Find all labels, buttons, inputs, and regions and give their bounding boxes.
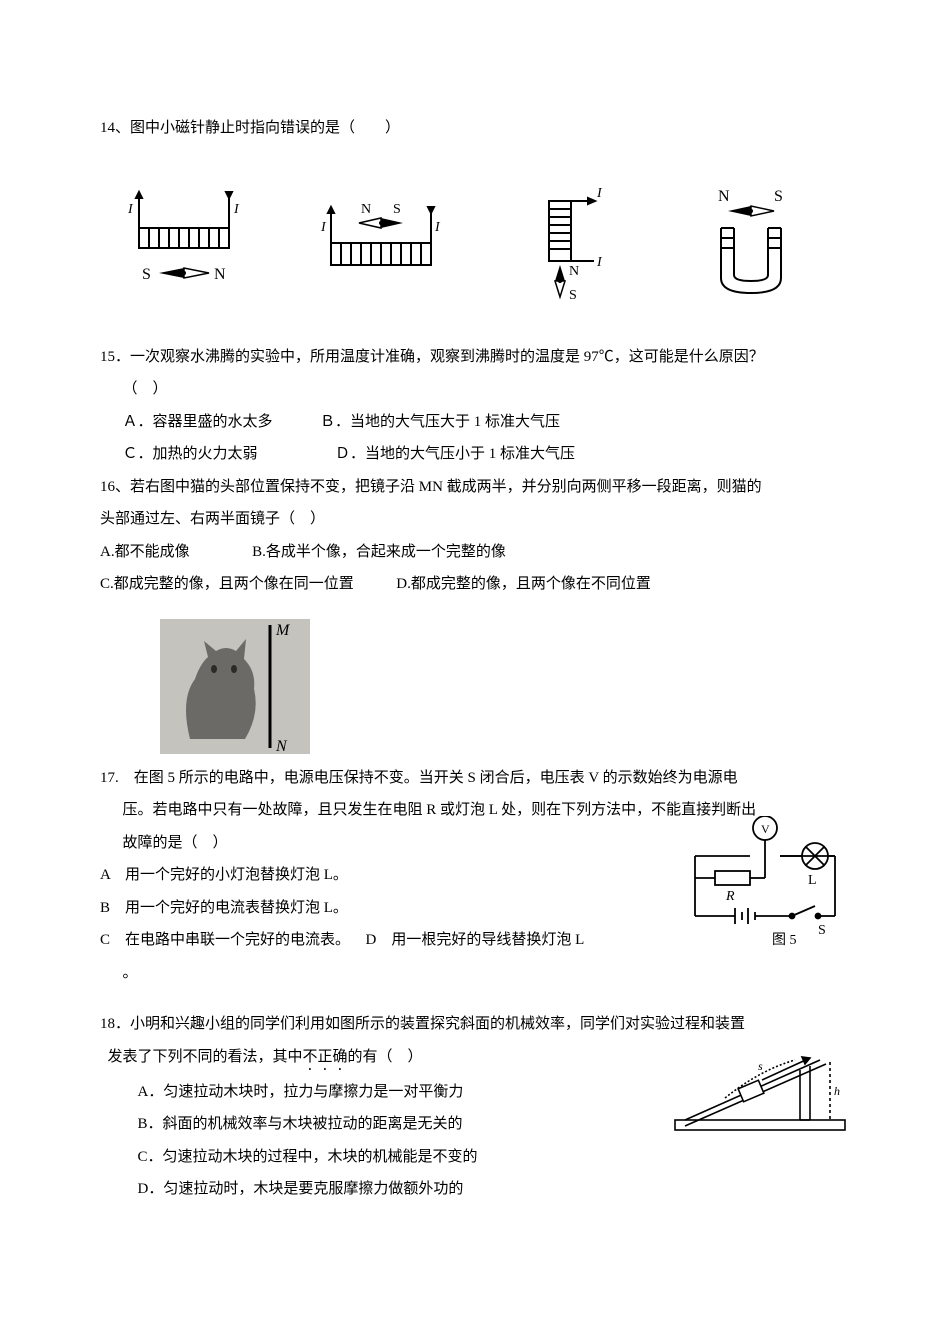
svg-text:R: R (725, 889, 735, 904)
q17-circuit-figure: V R L S 图 5 (680, 816, 850, 956)
q15-opt-a: Ａ．容器里盛的水太多 (123, 414, 273, 430)
svg-text:图 5: 图 5 (772, 933, 797, 948)
q14-diagram-2: I I N S (301, 183, 461, 303)
svg-text:M: M (275, 622, 291, 639)
q17-period: 。 (100, 959, 850, 988)
q14-stem: 14、图中小磁针静止时指向错误的是（ ） (100, 114, 850, 143)
q18-stem2-b: 不正确 (303, 1049, 348, 1065)
q15-options-row1: Ａ．容器里盛的水太多 Ｂ．当地的大气压大于 1 标准大气压 (100, 408, 850, 437)
svg-text:I: I (320, 220, 327, 235)
svg-text:N: N (214, 266, 226, 283)
q15-stem: 15．一次观察水沸腾的实验中，所用温度计准确，观察到沸腾时的温度是 97℃，这可… (100, 343, 850, 372)
q18-opt-c: C．匀速拉动木块的过程中，木块的机械能是不变的 (100, 1143, 850, 1172)
q16-opt-d: D.都成完整的像，且两个像在不同位置 (396, 576, 651, 592)
q18-opt-d: D．匀速拉动时，木块是要克服摩擦力做额外功的 (100, 1175, 850, 1204)
q14-diagrams: I I S N (100, 173, 850, 313)
q17-block: 17. 在图 5 所示的电路中，电源电压保持不变。当开关 S 闭合后，电压表 V… (100, 764, 850, 988)
svg-text:S: S (569, 288, 577, 303)
svg-text:N: N (718, 188, 730, 205)
q16-options-row2: C.都成完整的像，且两个像在同一位置 D.都成完整的像，且两个像在不同位置 (100, 570, 850, 599)
q18-stem2-a: 发表了下列不同的看法，其中 (108, 1049, 303, 1065)
q14-diagram-4: N S (676, 183, 836, 303)
svg-text:I: I (127, 202, 134, 217)
svg-text:L: L (808, 873, 817, 888)
q18-incline-figure: s h (670, 1040, 850, 1140)
q16-opt-c: C.都成完整的像，且两个像在同一位置 (100, 576, 354, 592)
q17-opt-c: C 在电路中串联一个完好的电流表。 (100, 932, 350, 948)
svg-text:I: I (434, 220, 441, 235)
svg-text:N: N (361, 202, 371, 217)
svg-text:I: I (596, 186, 603, 201)
svg-text:h: h (834, 1084, 840, 1098)
q14-diagram-3: I I N S (489, 183, 649, 303)
svg-text:I: I (233, 202, 240, 217)
q16-cat-figure: M N (160, 619, 310, 754)
q16-line2: 头部通过左、右两半面镜子（ ） (100, 505, 850, 534)
svg-text:S: S (818, 923, 826, 938)
svg-text:V: V (761, 822, 770, 836)
q18-stem2-c: 的有（ ） (348, 1049, 423, 1065)
q16-opt-a: A.都不能成像 (100, 544, 190, 560)
svg-text:S: S (142, 266, 151, 283)
q18-block: 18．小明和兴趣小组的同学们利用如图所示的装置探究斜面的机械效率，同学们对实验过… (100, 1010, 850, 1204)
svg-text:s: s (758, 1059, 763, 1073)
q15-paren: （ ） (100, 375, 850, 404)
svg-text:N: N (275, 738, 288, 754)
svg-text:N: N (569, 264, 579, 279)
q16-options-row1: A.都不能成像 B.各成半个像，合起来成一个完整的像 (100, 538, 850, 567)
q15-opt-b: Ｂ．当地的大气压大于 1 标准大气压 (320, 414, 560, 430)
q14-diagram-1: I I S N (114, 183, 274, 303)
q17-opt-d: D 用一根完好的导线替换灯泡 L (366, 932, 585, 948)
svg-text:I: I (596, 255, 603, 270)
q15-opt-c: Ｃ．加热的火力太弱 (123, 446, 258, 462)
svg-text:S: S (774, 188, 783, 205)
q18-stem1: 18．小明和兴趣小组的同学们利用如图所示的装置探究斜面的机械效率，同学们对实验过… (100, 1010, 850, 1039)
q15-options-row2: Ｃ．加热的火力太弱 Ｄ．当地的大气压小于 1 标准大气压 (100, 440, 850, 469)
exam-page: 14、图中小磁针静止时指向错误的是（ ） (0, 0, 950, 1268)
q16-line1: 16、若右图中猫的头部位置保持不变，把镜子沿 MN 截成两半，并分别向两侧平移一… (100, 473, 850, 502)
svg-text:S: S (393, 202, 401, 217)
q17-stem1: 17. 在图 5 所示的电路中，电源电压保持不变。当开关 S 闭合后，电压表 V… (100, 764, 850, 793)
q15-opt-d: Ｄ．当地的大气压小于 1 标准大气压 (335, 446, 575, 462)
q16-opt-b: B.各成半个像，合起来成一个完整的像 (252, 544, 506, 560)
